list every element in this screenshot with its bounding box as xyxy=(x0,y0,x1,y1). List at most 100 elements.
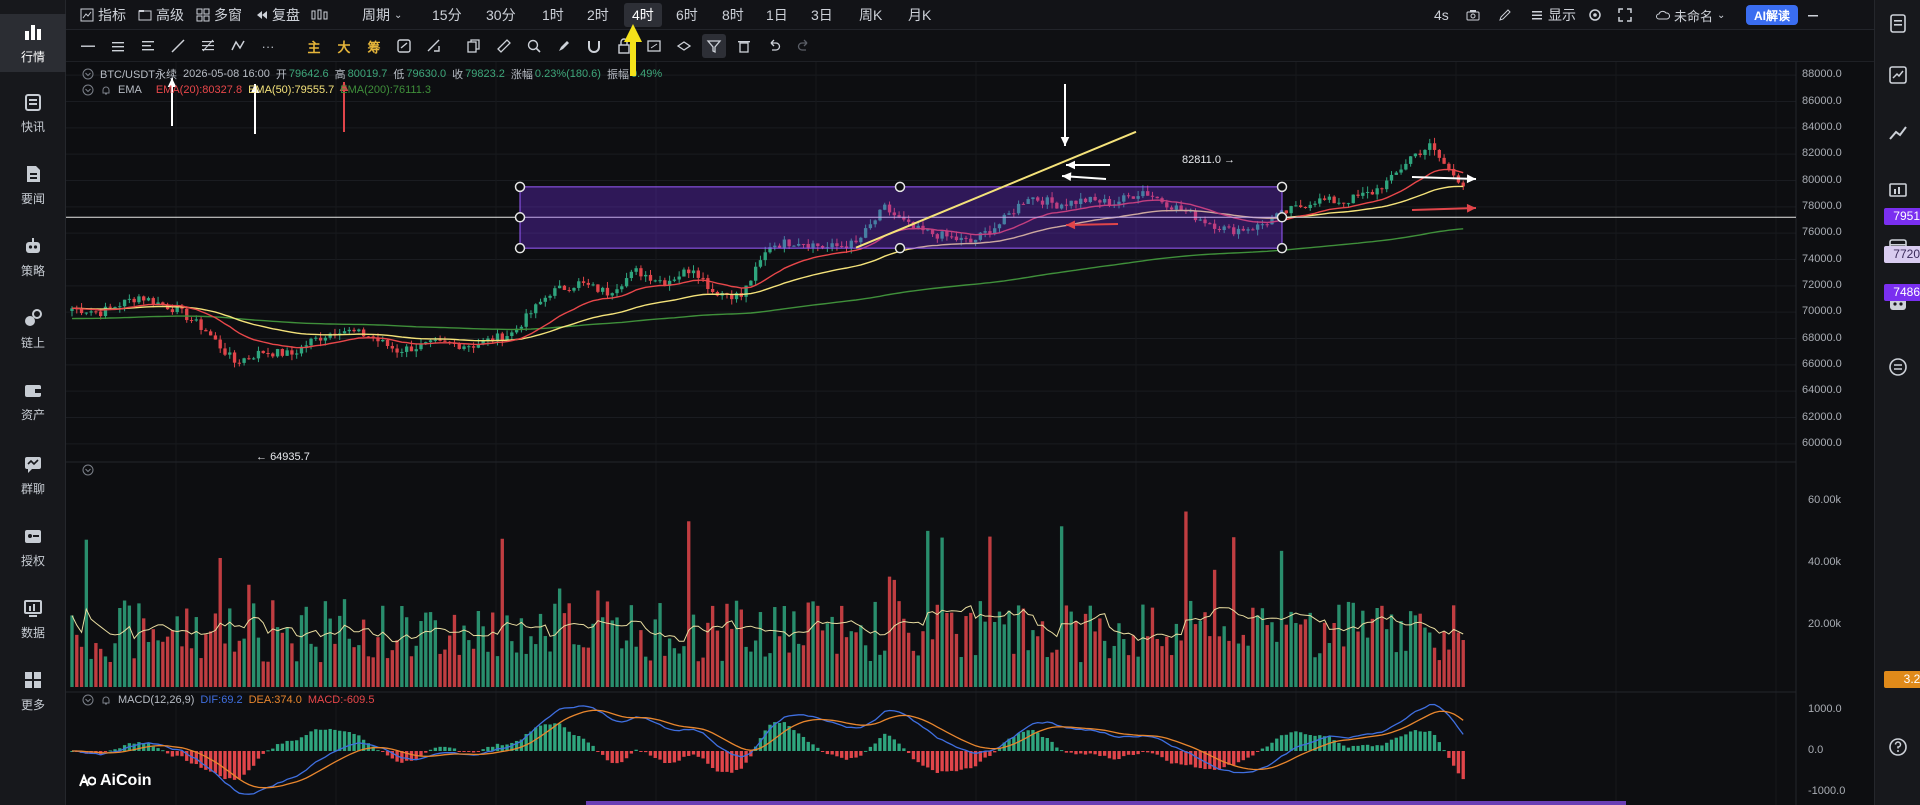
candle-body xyxy=(964,237,968,239)
sidebar-item-news-flash[interactable]: 快讯 xyxy=(0,84,66,142)
period-dropdown[interactable]: 周期 ⌄ xyxy=(362,0,402,30)
big-order-toggle[interactable]: 大 xyxy=(332,34,356,58)
candle-body xyxy=(1179,205,1183,211)
refresh-interval[interactable]: 4s xyxy=(1434,7,1449,23)
macd-histogram-bar xyxy=(586,742,591,751)
sidebar-item-data[interactable]: 数据 xyxy=(0,590,66,648)
trend-line-tool[interactable] xyxy=(166,34,190,58)
indicator-button[interactable]: 指标 xyxy=(80,0,126,30)
zoom-tool[interactable] xyxy=(522,34,546,58)
minimize-button[interactable] xyxy=(1806,0,1820,30)
replay-button[interactable]: 复盘 xyxy=(254,0,300,30)
sidebar-item-assets[interactable]: 资产 xyxy=(0,372,66,430)
layout-dropdown[interactable]: 未命名 ⌄ xyxy=(1656,0,1725,30)
timeframe-15m[interactable]: 15分 xyxy=(432,7,462,23)
volume-bar xyxy=(586,647,591,687)
measure-tool[interactable] xyxy=(422,34,446,58)
multi-window-button[interactable]: 多窗 xyxy=(196,0,242,30)
chip-toggle[interactable]: 筹 xyxy=(362,34,386,58)
advanced-button[interactable]: 高级 xyxy=(138,0,184,30)
volume-bar xyxy=(1447,649,1451,687)
bot-panel-icon[interactable] xyxy=(1887,292,1909,314)
macd-histogram-bar xyxy=(1184,751,1188,766)
trend-panel-icon[interactable] xyxy=(1887,122,1909,144)
horizontal-line-tool[interactable] xyxy=(76,34,100,58)
volume-bar xyxy=(1193,624,1198,687)
timeframe-1w[interactable]: 周K xyxy=(859,7,883,23)
price-chart[interactable] xyxy=(66,62,1874,805)
ai-interpret-button[interactable]: AI解读 xyxy=(1746,5,1799,25)
candle-body xyxy=(1399,169,1403,173)
chart-area[interactable]: BTC/USDT永续 2026-05-08 16:00 开 79642.6 高 … xyxy=(66,62,1920,805)
timeframe-2h[interactable]: 2时 xyxy=(587,7,609,23)
swap-icon[interactable] xyxy=(1887,356,1909,378)
timeframe-3d[interactable]: 3日 xyxy=(811,7,833,23)
price-alert-tool[interactable] xyxy=(392,34,416,58)
delete-tool[interactable] xyxy=(732,34,756,58)
symbol-name[interactable]: BTC/USDT永续 xyxy=(100,69,177,81)
bottom-scroll-indicator[interactable] xyxy=(586,801,1626,805)
macd-histogram-bar xyxy=(701,751,705,759)
volume-bar xyxy=(218,557,222,687)
timeframe-1h[interactable]: 1时 xyxy=(542,7,564,23)
help-icon[interactable] xyxy=(1887,736,1909,758)
settings-button[interactable] xyxy=(1588,0,1602,30)
display-button[interactable]: 显示 xyxy=(1530,0,1576,30)
sidebar-item-group-chat[interactable]: 群聊 xyxy=(0,446,66,504)
camera-icon xyxy=(1466,10,1480,21)
sidebar-item-strategy[interactable]: 策略 xyxy=(0,228,66,286)
main-chart-toggle[interactable]: 主 xyxy=(302,34,326,58)
sidebar-item-onchain[interactable]: 链上 xyxy=(0,300,66,358)
collapse-icon[interactable] xyxy=(82,694,94,706)
macd-histogram-bar xyxy=(1203,751,1207,770)
volume-bar xyxy=(691,614,696,687)
copy-tool[interactable] xyxy=(462,34,486,58)
macd-histogram-bar xyxy=(1050,741,1054,751)
template-tool[interactable] xyxy=(642,34,666,58)
magnet-tool[interactable] xyxy=(582,34,606,58)
sidebar-item-more[interactable]: 更多 xyxy=(0,662,66,720)
sidebar-item-authorize[interactable]: 授权 xyxy=(0,518,66,576)
timeframe-1d[interactable]: 1日 xyxy=(766,7,788,23)
bell-icon[interactable] xyxy=(100,84,112,96)
ema-name[interactable]: EMA xyxy=(118,84,142,96)
filter-tool[interactable] xyxy=(702,34,726,58)
macd-histogram-bar xyxy=(930,751,935,771)
timeframe-8h[interactable]: 8时 xyxy=(722,7,744,23)
collapse-icon[interactable] xyxy=(82,68,94,80)
fib-tool[interactable] xyxy=(196,34,220,58)
collapse-icon[interactable] xyxy=(82,84,94,96)
volume-bar xyxy=(519,618,524,687)
macd-histogram-bar xyxy=(782,722,787,751)
fullscreen-button[interactable] xyxy=(1618,0,1632,30)
volume-bar xyxy=(94,643,98,687)
bell-icon[interactable] xyxy=(100,694,112,706)
macd-name[interactable]: MACD(12,26,9) xyxy=(118,694,195,706)
timeframe-4h[interactable]: 4时 xyxy=(624,3,662,27)
edit-button[interactable] xyxy=(1498,0,1512,30)
candle-body xyxy=(462,346,466,349)
more-tools[interactable]: ··· xyxy=(256,34,280,58)
undo-button[interactable] xyxy=(762,34,786,58)
monitor-panel-icon[interactable] xyxy=(1887,180,1909,202)
timeframe-1mo[interactable]: 月K xyxy=(908,7,932,23)
channel-tool[interactable] xyxy=(136,34,160,58)
timeframe-30m[interactable]: 30分 xyxy=(486,7,516,23)
pattern-tool[interactable] xyxy=(226,34,250,58)
order-book-icon[interactable] xyxy=(1887,12,1909,34)
redo-button[interactable] xyxy=(792,34,816,58)
candle-body xyxy=(840,246,844,248)
sidebar-item-headlines[interactable]: 要闻 xyxy=(0,156,66,214)
screenshot-button[interactable] xyxy=(1466,0,1480,30)
brush-tool[interactable] xyxy=(552,34,576,58)
collapse-icon[interactable] xyxy=(82,464,94,476)
macd-histogram-bar xyxy=(710,751,715,768)
chart-panel-icon[interactable] xyxy=(1887,64,1909,86)
sidebar-item-market[interactable]: 行情 xyxy=(0,14,66,72)
ruler-tool[interactable] xyxy=(492,34,516,58)
multi-line-tool[interactable] xyxy=(106,34,130,58)
chart-style-button[interactable] xyxy=(310,0,330,30)
macd-histogram-bar xyxy=(954,751,959,772)
timeframe-6h[interactable]: 6时 xyxy=(676,7,698,23)
hide-drawings-tool[interactable] xyxy=(672,34,696,58)
